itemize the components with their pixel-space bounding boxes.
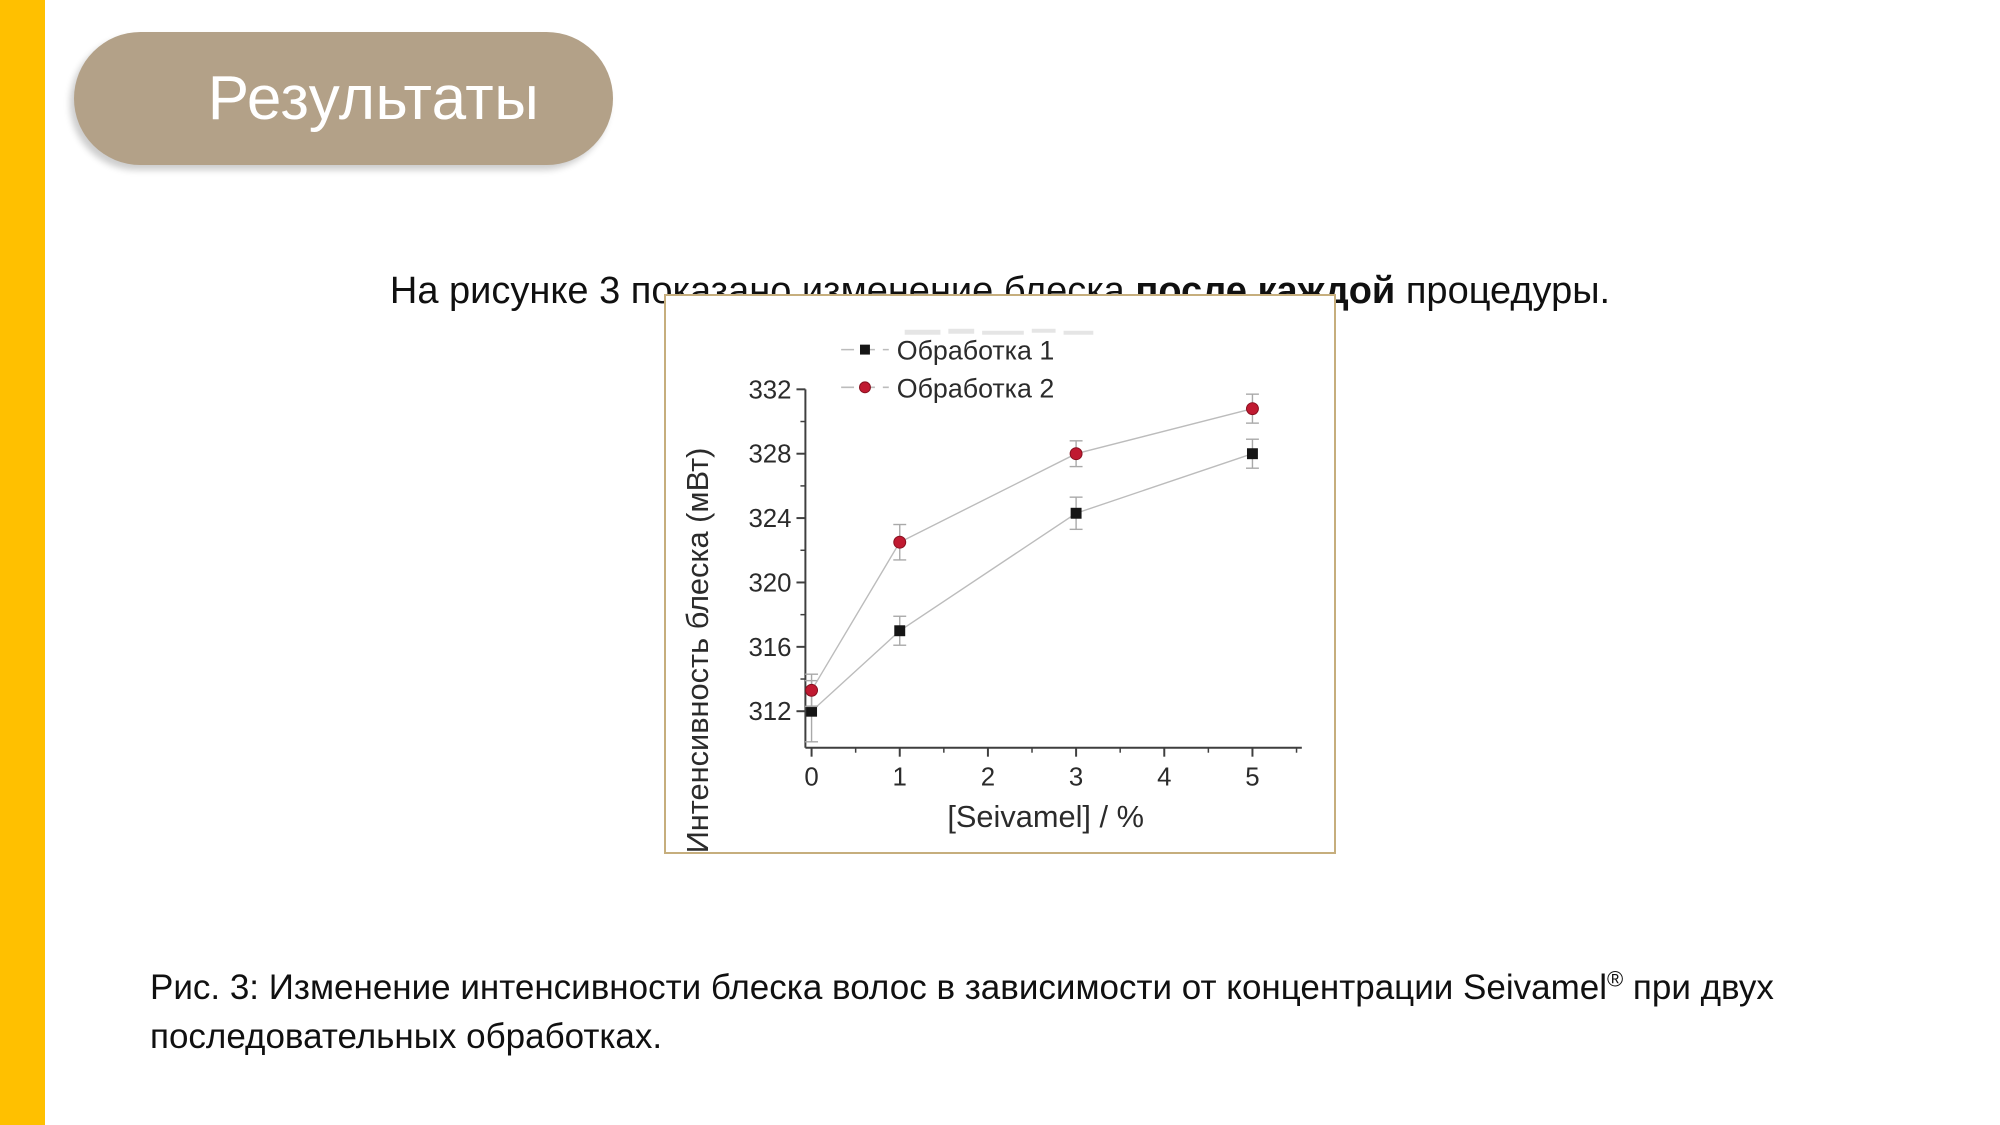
figure-caption: Рис. 3: Изменение интенсивности блеска в… — [150, 963, 1830, 1061]
series-1-marker — [894, 625, 906, 637]
y-tick-label: 328 — [748, 441, 791, 469]
registered-trademark-symbol: ® — [1606, 966, 1624, 992]
x-tick-label: 5 — [1245, 763, 1259, 791]
accent-stripe — [0, 0, 45, 1125]
caption-mid: при двух — [1623, 968, 1774, 1007]
x-tick-label: 4 — [1157, 763, 1171, 791]
y-axis-title: Интенсивность блеска (мВт) — [680, 448, 715, 852]
chart-legend: Обработка 1 Обработка 2 — [841, 336, 1055, 403]
series-1 — [805, 438, 1259, 743]
page-title: Результаты — [207, 64, 540, 133]
series-1-line — [811, 453, 1253, 712]
legend-marker-square — [860, 344, 870, 355]
intro-text-post: процедуры. — [1395, 270, 1611, 312]
y-tick-label: 324 — [748, 505, 791, 533]
legend-marker-circle — [859, 381, 871, 394]
x-tick-label: 2 — [981, 763, 995, 791]
title-pill: Результаты — [74, 32, 613, 165]
y-tick-label: 312 — [748, 698, 791, 726]
series-1-marker — [806, 705, 818, 717]
caption-line2: последовательных обработках. — [150, 1017, 663, 1056]
figure-frame: 312 316 320 324 328 332 0 1 2 3 4 5 [Seivamel] / % Ин… — [664, 294, 1336, 854]
legend-erased-remnant — [904, 328, 1094, 335]
y-tick-label: 316 — [748, 634, 791, 662]
x-axis-title: [Seivamel] / % — [947, 799, 1144, 834]
series-1-marker — [1246, 448, 1258, 460]
series-2-marker — [1069, 447, 1083, 461]
series-2 — [805, 393, 1259, 708]
x-tick-label: 3 — [1069, 763, 1083, 791]
series-2-marker — [1245, 402, 1259, 416]
x-tick-label: 0 — [804, 763, 818, 791]
x-tick-label: 1 — [893, 763, 907, 791]
legend-label: Обработка 2 — [897, 373, 1055, 403]
y-tick-label: 332 — [748, 376, 791, 404]
chart-axes: 312 316 320 324 328 332 0 1 2 3 4 5 — [748, 376, 1302, 791]
series-2-marker — [805, 683, 819, 697]
series-1-marker — [1070, 507, 1082, 519]
series-2-marker — [893, 535, 907, 549]
caption-pre: Рис. 3: Изменение интенсивности блеска в… — [150, 968, 1607, 1007]
legend-label: Обработка 1 — [897, 336, 1055, 366]
y-tick-label: 320 — [748, 569, 791, 597]
shine-chart-svg: 312 316 320 324 328 332 0 1 2 3 4 5 [Seivamel] / % Ин… — [680, 328, 1302, 852]
series-2-line — [810, 407, 1253, 691]
